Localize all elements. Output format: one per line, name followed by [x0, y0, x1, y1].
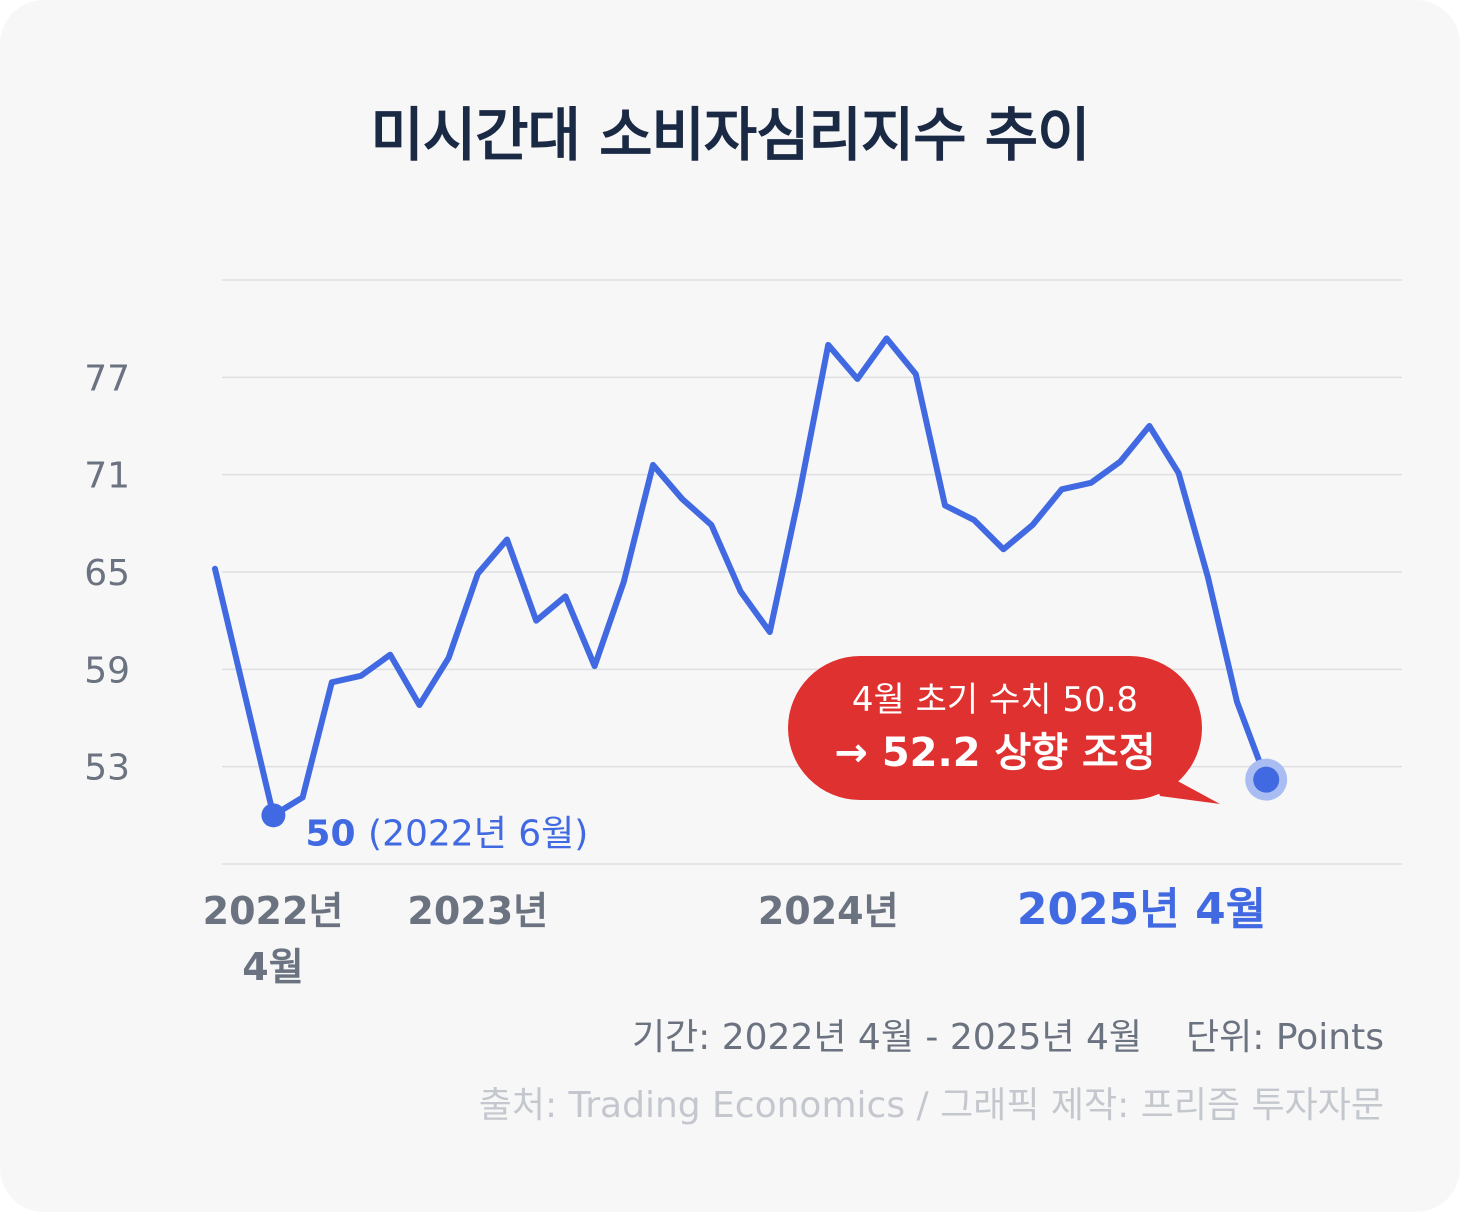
- low-value: 50: [305, 813, 368, 854]
- x-tick-label: 2023년: [407, 889, 548, 933]
- x-tick-label-month: 4월: [242, 945, 303, 989]
- x-tick-label: 2022년: [203, 889, 344, 933]
- callout-bubble: [788, 656, 1202, 800]
- footer-meta: 기간: 2022년 4월 - 2025년 4월 단위: Points: [632, 1008, 1384, 1060]
- annotations: 50 (2022년 6월) 4월 초기 수치 50.8 → 52.2 상향 조정: [305, 656, 1220, 854]
- y-axis-ticks: 77 71 65 59 53: [84, 358, 130, 788]
- point-markers: [261, 758, 1288, 828]
- x-tick-label-highlight: 2025년 4월: [1017, 884, 1266, 935]
- x-axis-ticks: 2022년 4월 2023년 2024년 2025년 4월: [203, 884, 1267, 989]
- callout-line-1: 4월 초기 수치 50.8: [852, 680, 1138, 720]
- low-point-marker: [261, 803, 286, 828]
- callout-tail: [1150, 766, 1220, 804]
- low-date: (2022년 6월): [368, 813, 588, 854]
- y-tick-label: 53: [84, 748, 130, 789]
- series-line: [212, 335, 1270, 819]
- y-tick-label: 71: [84, 456, 130, 497]
- period-label: 기간: 2022년 4월 - 2025년 4월: [631, 1017, 1143, 1058]
- latest-point-marker: [1253, 766, 1280, 793]
- y-tick-label: 77: [84, 358, 130, 399]
- x-tick-label: 2024년: [758, 889, 899, 933]
- y-tick-label: 59: [84, 650, 130, 691]
- y-tick-label: 65: [84, 553, 130, 594]
- low-annotation: 50 (2022년 6월): [305, 813, 588, 854]
- callout-line-2: → 52.2 상향 조정: [834, 730, 1155, 776]
- unit-label: 단위: Points: [1186, 1017, 1384, 1058]
- chart-title: 미시간대 소비자심리지수 추이: [370, 101, 1090, 169]
- series-layer: [212, 335, 1270, 819]
- source-label: 출처: Trading Economics / 그래픽 제작: 프리즘 투자자문: [478, 1085, 1384, 1126]
